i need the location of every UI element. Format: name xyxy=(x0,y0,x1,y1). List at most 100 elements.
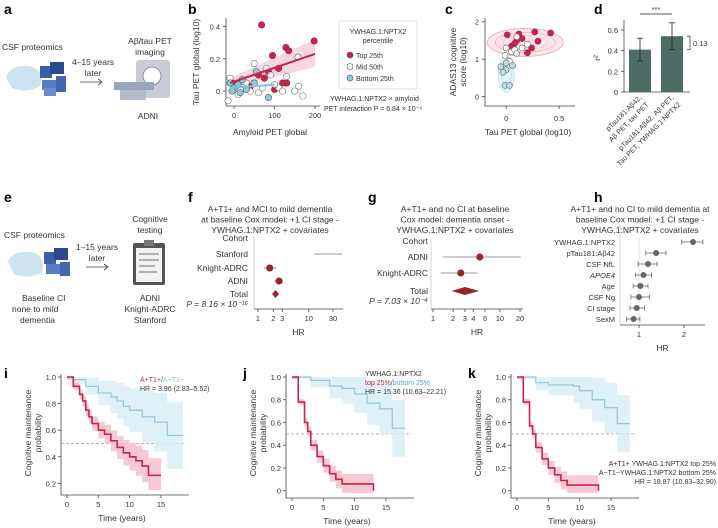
panel-label-a: a xyxy=(4,1,12,17)
legend-title: percentile xyxy=(363,38,393,45)
bar xyxy=(661,36,683,92)
hazard-ratio-point xyxy=(275,277,283,285)
pet-label-1: Aβ/tau PET xyxy=(128,36,172,46)
legend-marker xyxy=(346,63,354,70)
x-tick-label: 2 xyxy=(271,314,275,323)
y-axis-label: score (log10) xyxy=(458,37,468,87)
x-tick-label: 0.5 xyxy=(554,114,564,123)
testing-label-1: Cognitive xyxy=(132,214,168,224)
survival-curve-a-t1- xyxy=(67,376,161,477)
y-axis-label: r² xyxy=(592,55,602,61)
data-point-top-25th xyxy=(279,79,287,87)
confidence-band xyxy=(67,377,161,490)
row-label: CSF Ng xyxy=(588,293,615,302)
cohort-adni: ADNI xyxy=(140,293,160,303)
x-tick-label: 0 xyxy=(504,114,508,123)
data-point-mid-50th xyxy=(291,87,299,95)
legend-item: bottom 25% xyxy=(393,380,430,387)
x-axis-label: HR xyxy=(471,327,483,337)
x-tick-label: 15 xyxy=(157,500,165,509)
y-tick-label: 0 xyxy=(502,487,506,496)
legend-item-bottom: A−T1−YWHAG.1:NPTX2 bottom 25% xyxy=(599,470,716,477)
y-tick-label: 0.2 xyxy=(271,464,281,473)
hazard-ratio: HR = 3.96 (2.83–5.52) xyxy=(140,386,209,393)
x-tick-label: 5 xyxy=(546,503,550,512)
pet-label-2: imaging xyxy=(135,47,165,57)
panel-k-survival: 0 5 10 15 0 0.2 0.4 0.6 0.8 1.0 Time (years) Cognit… xyxy=(473,373,716,526)
csf-proteomics-label: CSF proteomics xyxy=(2,42,63,52)
y-tick-label: 0 xyxy=(614,88,618,97)
panel-e-schematic: CSF proteomics Baseline CI none to mild … xyxy=(4,214,176,325)
x-tick-label: 30 xyxy=(329,314,337,323)
plot-title: A+T1+ and MCI to mild dementia xyxy=(208,204,333,214)
legend-item: A−T1− xyxy=(163,377,184,384)
data-point-top-25th xyxy=(260,74,268,82)
hazard-ratio-point xyxy=(640,272,647,278)
data-point-top-25th xyxy=(531,28,539,36)
x-tick-label: 20 xyxy=(516,314,524,323)
hazard-ratio-point xyxy=(630,316,637,322)
y-axis-label: probability xyxy=(483,413,493,452)
y-tick-label: 0.2 xyxy=(46,479,56,488)
panel-label-k: k xyxy=(468,365,476,381)
panel-label-h: h xyxy=(594,189,603,205)
axes xyxy=(225,18,320,107)
survival-curve-bottom-25- xyxy=(292,376,405,429)
bar xyxy=(629,49,651,92)
y-tick-label: 0 xyxy=(475,93,479,102)
legend-item: / xyxy=(391,380,393,387)
cohort-stanford: Stanford xyxy=(134,315,166,325)
data-point-bottom-25th xyxy=(497,63,505,70)
y-tick-label: 0.4 xyxy=(210,22,220,31)
data-point-bottom-25th xyxy=(264,94,272,102)
pet-scanner-icon xyxy=(114,60,170,100)
interaction-p-value: PET interaction P = 6.84 × 10⁻⁴ xyxy=(324,106,422,113)
y-tick-label: 0.6 xyxy=(271,418,281,427)
y-tick-label: 0.2 xyxy=(608,67,618,76)
survival-curve-a-t1- xyxy=(67,376,183,437)
data-point-top-25th xyxy=(534,37,542,45)
x-tick-label: 1 xyxy=(431,314,435,323)
hazard-ratio-point xyxy=(637,283,644,289)
y-tick-label: 1.0 xyxy=(271,373,281,382)
row-label: CSF NfL xyxy=(586,260,615,269)
x-tick-label: 1 xyxy=(637,330,641,339)
legend-item-top: A+T1+ YWHAG.1:NPTX2 top 25% xyxy=(609,461,716,468)
y-axis-label: Cognitive maintenance xyxy=(23,390,33,477)
y-axis-label: Cognitive maintenance xyxy=(473,390,483,477)
fit-line xyxy=(229,83,275,89)
survival-curve-top-25- xyxy=(292,376,375,491)
y-axis-label: probability xyxy=(258,413,268,452)
panel-label-d: d xyxy=(594,1,603,17)
x-tick-label: 3 xyxy=(463,314,467,323)
x-tick-label: 15 xyxy=(607,503,615,512)
legend-item: / xyxy=(161,377,163,384)
y-tick-label: 0.4 xyxy=(46,453,56,462)
row-label: ADNI xyxy=(228,276,248,286)
hazard-ratio: HR = 18.87 (10.83–32.90) xyxy=(635,479,716,486)
panel-i-survival: 0 5 10 15 0.2 0.4 0.6 0.8 1.0 Time (years) Cogniti… xyxy=(23,373,209,523)
plot-title: YWHAG.1:NPTX2 + covariates xyxy=(581,225,698,235)
axes xyxy=(484,18,575,107)
hazard-ratio-point xyxy=(476,253,484,261)
confidence-band xyxy=(292,377,405,460)
panel-c-scatter: 0 0.5 0 1 2 Tau PET global (log10) ADAS13 cogn… xyxy=(448,18,575,137)
data-point-bottom-25th xyxy=(236,89,244,97)
plot-title: A+T1+ and no CI to mild dementia at xyxy=(571,204,711,214)
panel-b-scatter: 0 100 200 0 0.2 0.4 Amyloid PET global Tau PET … xyxy=(191,18,422,137)
data-point-top-25th xyxy=(511,40,518,47)
x-axis-label: HR xyxy=(656,343,668,353)
cohort-knight-adrc: Knight-ADRC xyxy=(124,304,175,314)
x-axis-label: Tau PET global (log10) xyxy=(485,127,571,137)
y-tick-label: 1.0 xyxy=(496,373,506,382)
x-tick-label: 6 xyxy=(483,314,487,323)
data-point-mid-50th xyxy=(501,52,509,59)
legend: A+T1+/A−T1− xyxy=(140,377,184,384)
data-point-mid-50th xyxy=(254,89,262,97)
p-value: P = 7.03 × 10⁻⁴ xyxy=(369,296,428,306)
x-tick-label: 5 xyxy=(96,500,100,509)
x-tick-label: 10 xyxy=(496,314,504,323)
